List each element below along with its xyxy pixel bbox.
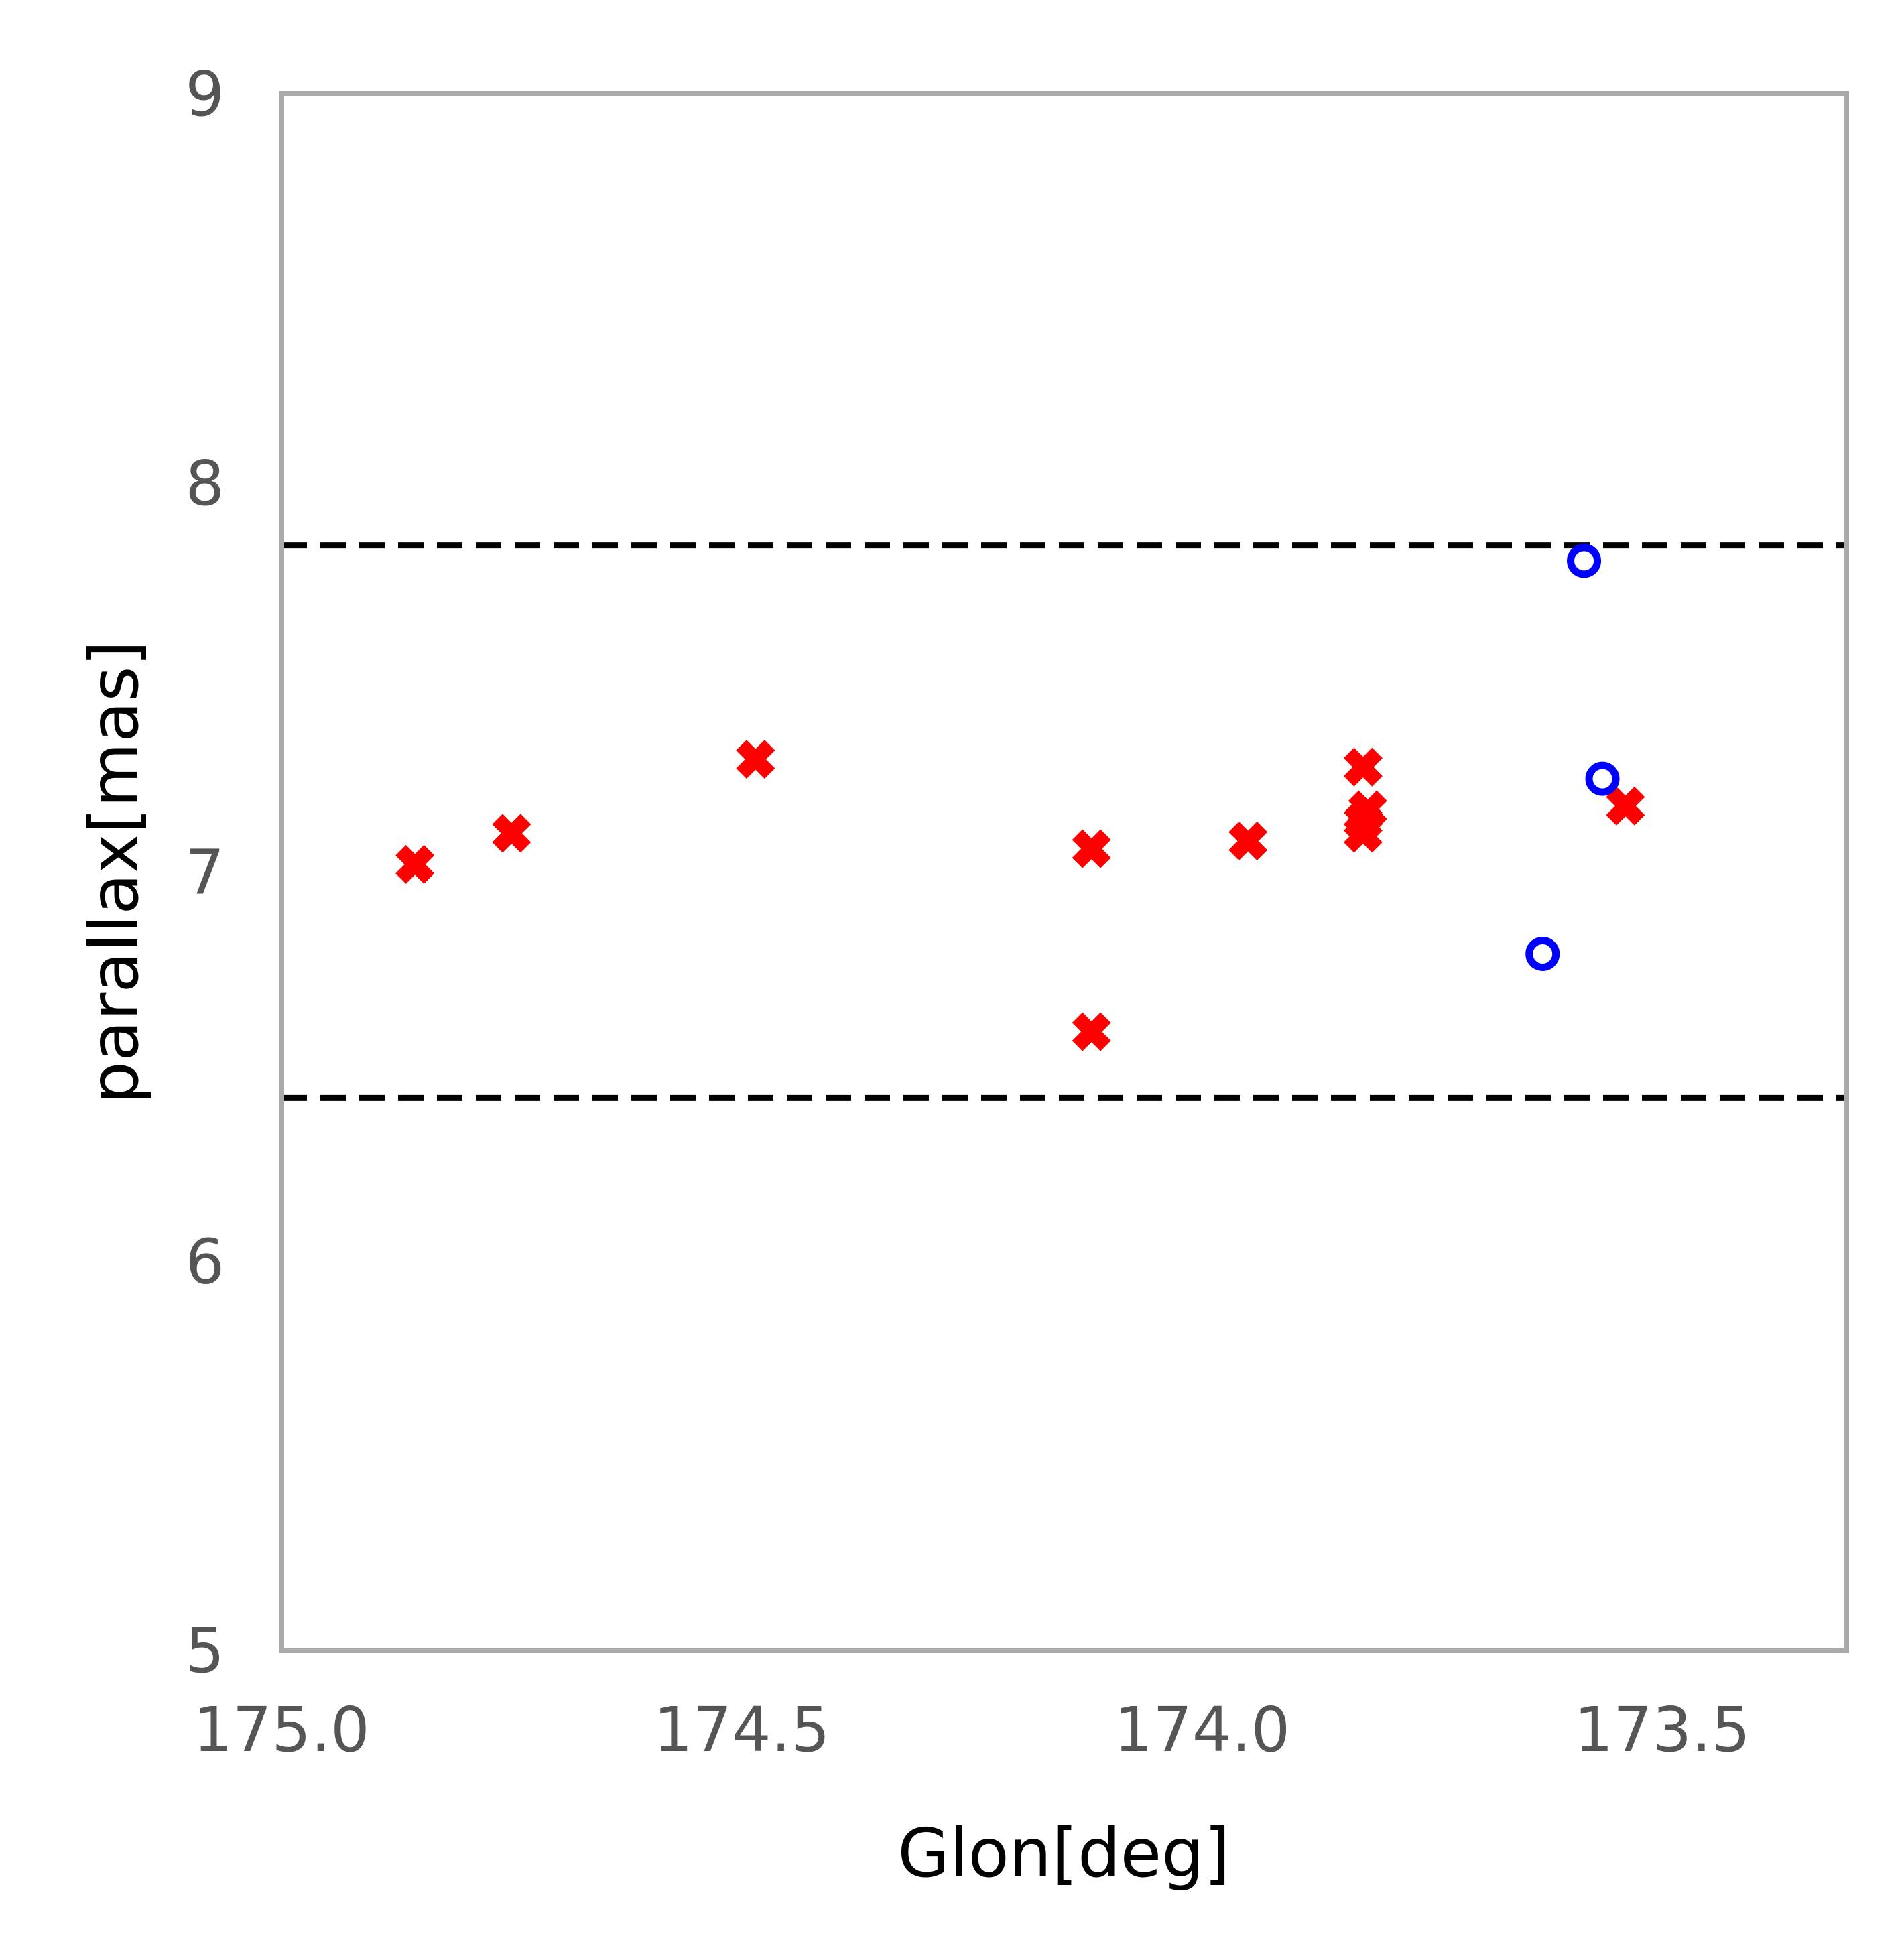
x-axis-ticks: 175.0 174.5 174.0 173.5 (193, 1694, 1751, 1766)
y-axis-ticks: 5 6 7 8 9 (185, 58, 225, 1687)
blue-circle-marker (1525, 936, 1560, 971)
y-tick-label: 9 (185, 58, 225, 130)
red-x-marker (736, 740, 775, 779)
blue-circle-marker (1585, 761, 1620, 796)
x-tick-label: 175.0 (193, 1694, 369, 1766)
blue-circle-marker (1567, 543, 1602, 578)
data-markers (395, 543, 1645, 1051)
red-x-marker (1343, 814, 1383, 853)
red-x-marker (1072, 1012, 1111, 1051)
y-tick-label: 5 (185, 1615, 225, 1687)
plot-frame (279, 91, 1849, 1653)
red-x-marker (492, 814, 531, 853)
y-tick-label: 8 (185, 448, 225, 519)
x-axis-label: Glon[deg] (897, 1814, 1230, 1892)
red-x-marker (1072, 829, 1111, 868)
y-tick-label: 7 (185, 837, 225, 909)
x-tick-label: 174.0 (1114, 1694, 1290, 1766)
y-axis-label: parallax[mas] (75, 641, 153, 1104)
x-tick-label: 174.5 (653, 1694, 830, 1766)
x-tick-label: 173.5 (1574, 1694, 1751, 1766)
red-x-marker (1606, 786, 1645, 826)
y-tick-label: 6 (185, 1226, 225, 1297)
red-x-marker (395, 844, 435, 884)
red-x-marker (1343, 747, 1383, 787)
red-x-marker (1228, 822, 1268, 861)
